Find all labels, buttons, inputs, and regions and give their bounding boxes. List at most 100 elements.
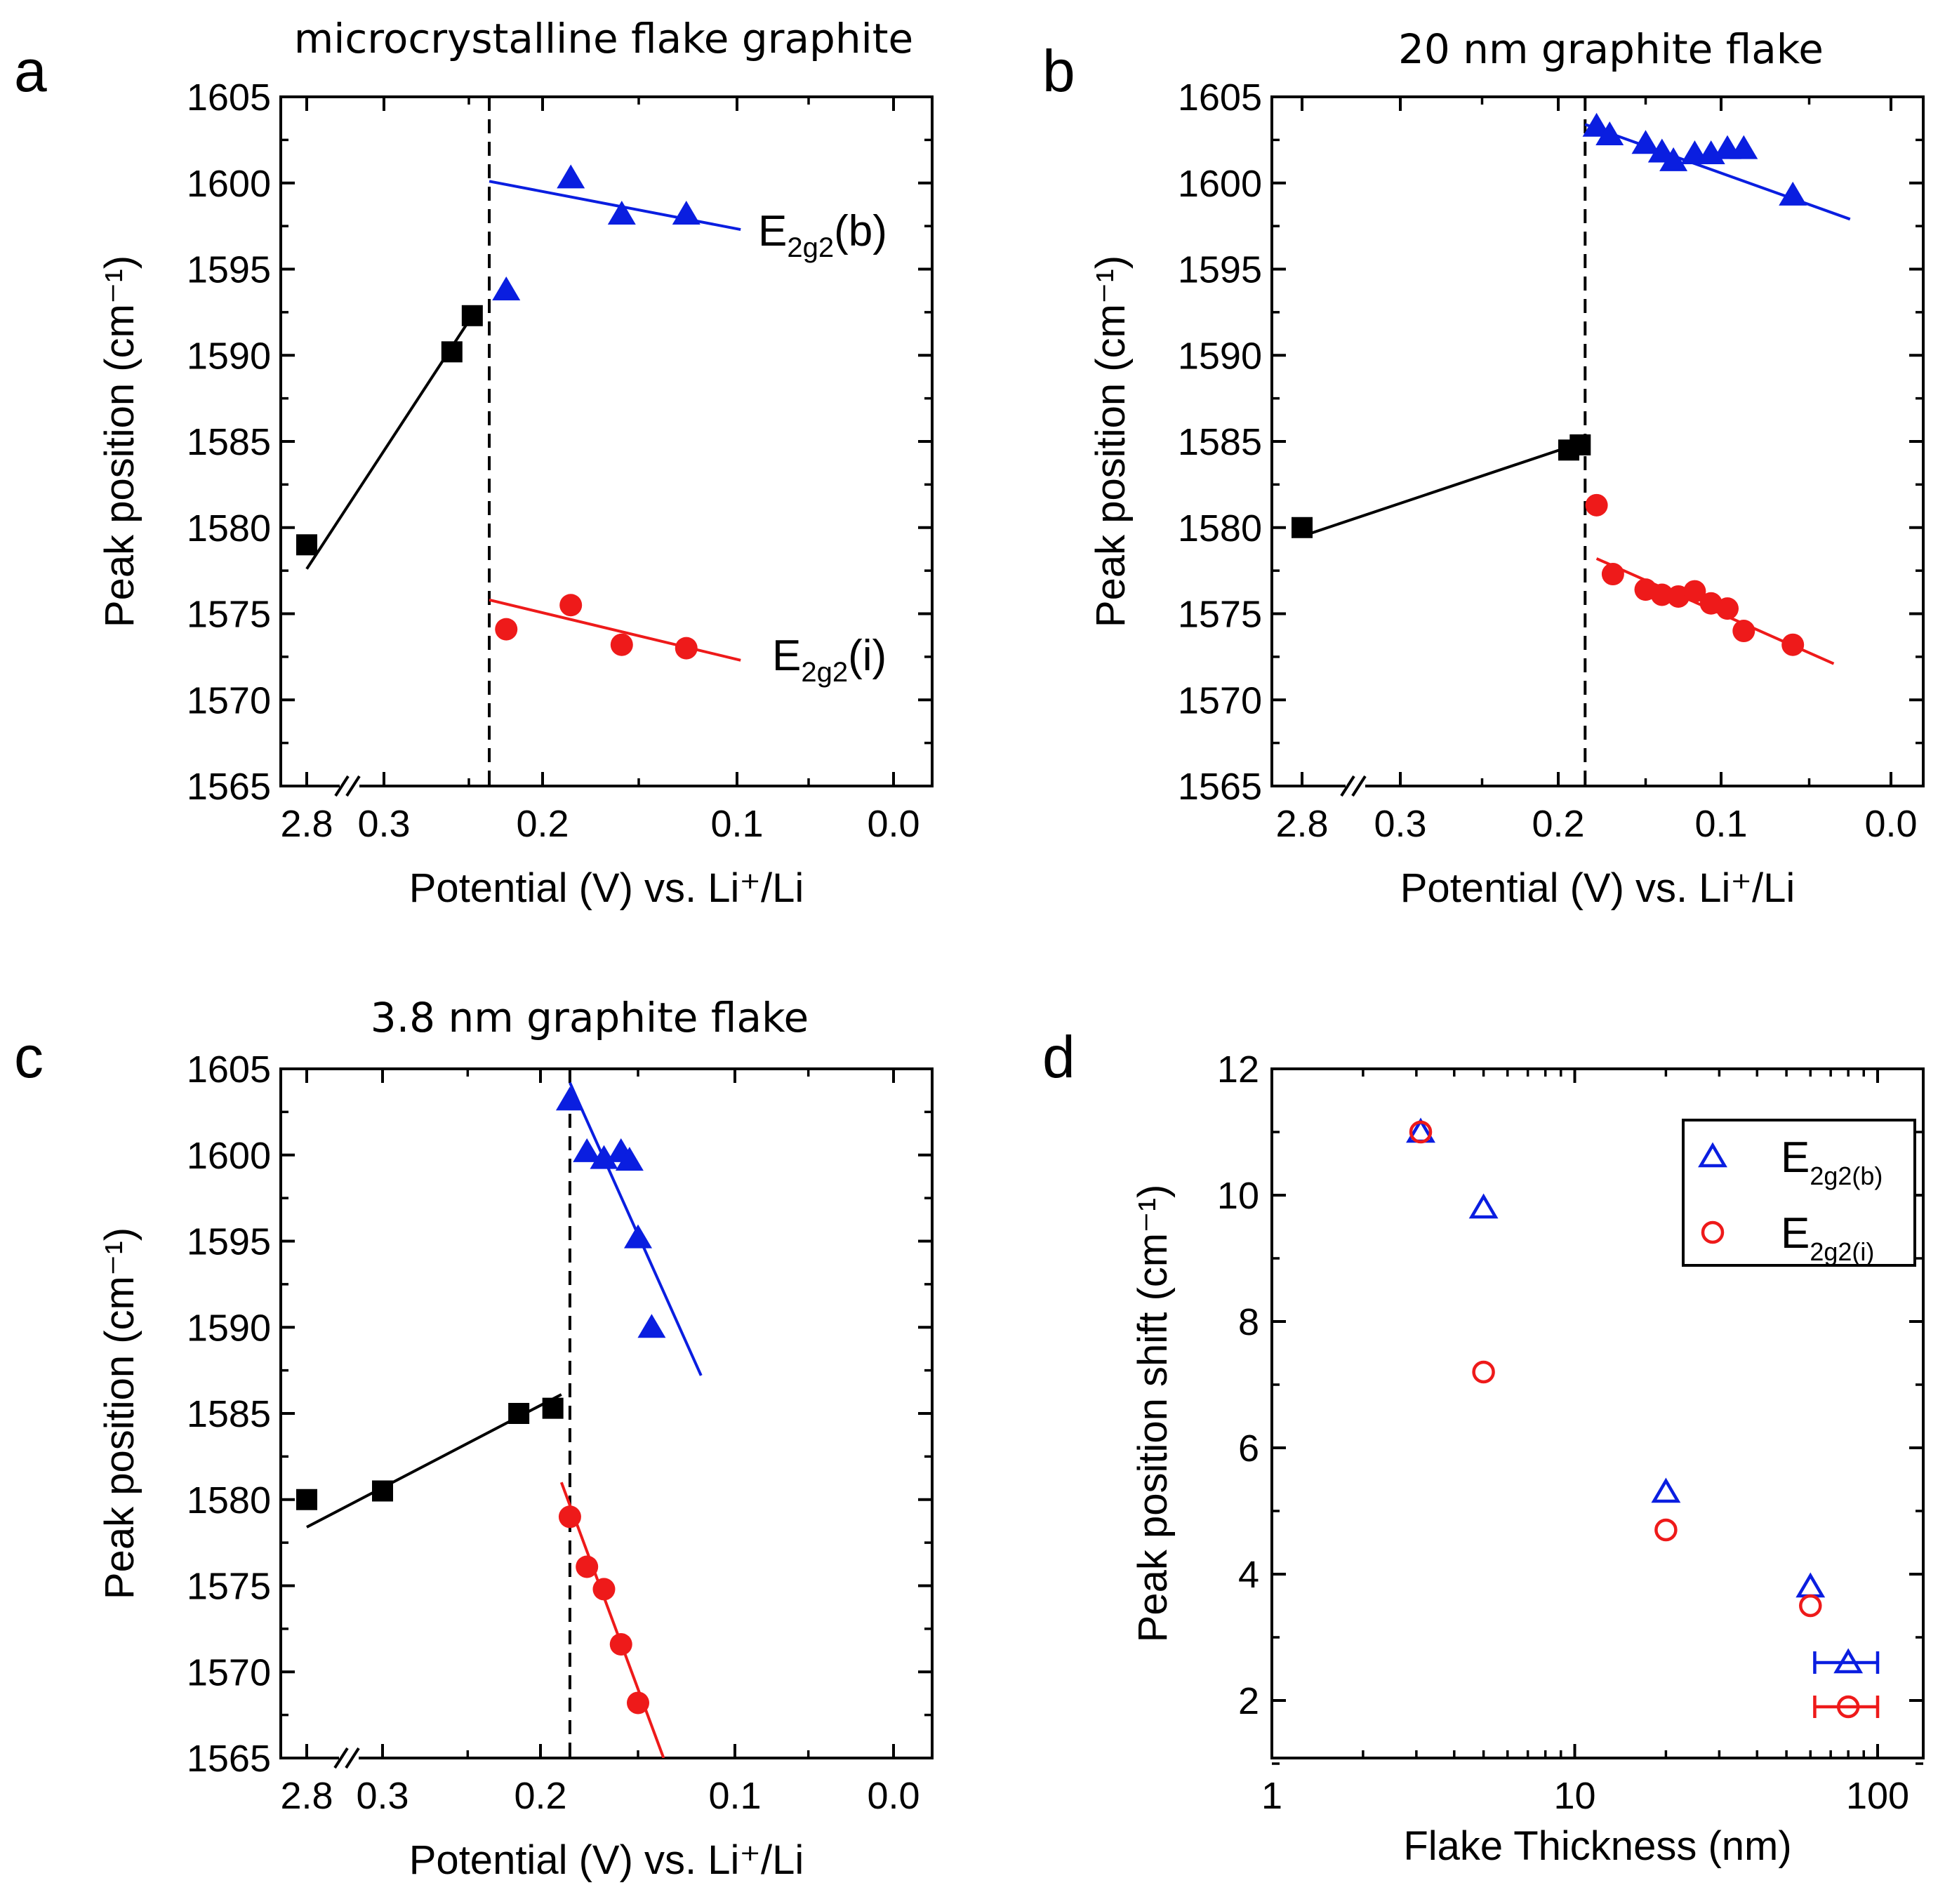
y-tick-label: 1600 xyxy=(187,163,271,205)
legend-box xyxy=(1682,1119,1916,1267)
y-tick-label: 1575 xyxy=(187,1566,271,1608)
y-axis-label: Peak position shift (cm⁻¹) xyxy=(1130,1185,1176,1643)
data-point xyxy=(672,200,701,225)
data-point xyxy=(1716,597,1739,620)
series-annotation: E2g2(i) xyxy=(772,632,887,688)
x-tick-label: 0.2 xyxy=(514,1775,566,1817)
chart-title: microcrystalline flake graphite xyxy=(294,15,913,62)
panel-b-letter: b xyxy=(1042,38,1075,104)
data-point xyxy=(1468,1193,1499,1219)
x-tick-label: 0.0 xyxy=(867,803,920,845)
data-point xyxy=(1292,517,1313,538)
y-tick-label: 4 xyxy=(1238,1554,1259,1596)
axis-break-slash xyxy=(334,775,350,797)
axis-break-slash xyxy=(345,775,361,797)
data-point xyxy=(1659,147,1688,171)
axis-break xyxy=(334,775,361,797)
x-tick-label: 2.8 xyxy=(280,1775,333,1817)
x-axis-label: Flake Thickness (nm) xyxy=(1403,1823,1791,1869)
data-point xyxy=(558,1505,581,1529)
data-point xyxy=(607,200,636,225)
y-tick-label: 8 xyxy=(1238,1301,1259,1343)
panel-b: b 20 nm graphite flake 1565 1570 1575 1580 158… xyxy=(1042,25,1925,911)
data-point xyxy=(441,341,463,363)
y-tick-label: 1605 xyxy=(187,1048,271,1091)
data-point xyxy=(492,276,521,300)
series-pre-intercalation xyxy=(296,1393,564,1529)
x-tick-label: 0.2 xyxy=(1532,803,1584,845)
annotation-suffix: (b) xyxy=(834,207,887,255)
x-axis-label: Potential (V) vs. Li⁺/Li xyxy=(409,1837,804,1883)
y-tick-label: 1575 xyxy=(1178,594,1262,636)
chart-title: 3.8 nm graphite flake xyxy=(371,994,809,1041)
data-point xyxy=(615,1147,644,1171)
series-pre-intercalation xyxy=(1292,434,1591,538)
y-tick-label: 1590 xyxy=(187,335,271,377)
y-tick-label: 1580 xyxy=(187,507,271,550)
data-point xyxy=(559,594,583,617)
x-tick-label: 0.2 xyxy=(516,803,569,845)
data-point xyxy=(495,618,518,641)
x-tick-label: 1 xyxy=(1261,1775,1282,1817)
legend-label-sub: 2g2(i) xyxy=(1810,1237,1874,1266)
y-axis: 2 4 6 8 10 12 xyxy=(1217,1048,1923,1765)
legend-label: E2g2(i) xyxy=(1781,1209,1874,1266)
y-tick-label: 10 xyxy=(1217,1175,1259,1217)
y-axis-label: Peak position (cm⁻¹) xyxy=(1088,255,1134,627)
y-tick-label: 1575 xyxy=(187,594,271,636)
annotation-main: E xyxy=(758,207,787,255)
fit-line xyxy=(489,180,741,231)
data-point xyxy=(610,633,633,656)
data-point xyxy=(1569,434,1591,455)
axis-break-slash xyxy=(1351,775,1367,797)
data-point xyxy=(542,1397,564,1419)
y-axis: 1565 1570 1575 1580 1585 1590 1595 1600 1605 xyxy=(1178,76,1923,808)
data-point xyxy=(461,305,483,326)
data-point xyxy=(1732,620,1755,643)
data-point xyxy=(637,1314,666,1338)
data-point xyxy=(609,1632,632,1656)
y-tick-label: 1585 xyxy=(187,421,271,463)
data-point xyxy=(592,1578,616,1601)
y-tick-label: 1605 xyxy=(1178,76,1262,119)
series-annotation: E2g2(b) xyxy=(758,207,887,263)
x-tick-label: 10 xyxy=(1553,1775,1595,1817)
y-axis: 1565 1570 1575 1580 1585 1590 1595 1600 1605 xyxy=(187,1048,932,1780)
fit-line xyxy=(489,598,741,662)
data-layer xyxy=(1292,112,1851,665)
annotation-sub: 2g2 xyxy=(801,657,848,688)
panel-c-letter: c xyxy=(14,1024,44,1090)
y-tick-label: 1590 xyxy=(187,1307,271,1349)
annotation-main: E xyxy=(772,632,801,680)
y-tick-label: 1565 xyxy=(187,766,271,808)
data-point xyxy=(1654,1518,1678,1542)
series-pre-intercalation xyxy=(296,305,483,570)
data-point xyxy=(296,1489,317,1510)
panel-c: c3.8 nm graphite flake156515701575158015… xyxy=(14,994,934,1883)
y-tick-label: 1570 xyxy=(1178,679,1262,721)
legend-label: E2g2(b) xyxy=(1781,1133,1883,1190)
data-point xyxy=(1799,1594,1822,1618)
y-tick-label: 1570 xyxy=(187,679,271,721)
x-axis: 2.8 0.3 0.2 0.1 0.0 xyxy=(1275,97,1918,845)
data-point xyxy=(1730,135,1758,159)
y-tick-label: 1600 xyxy=(187,1135,271,1177)
y-tick-label: 1600 xyxy=(1178,163,1262,205)
data-point xyxy=(675,637,698,660)
y-tick-label: 6 xyxy=(1238,1427,1259,1470)
y-tick-label: 1570 xyxy=(187,1651,271,1693)
y-tick-label: 12 xyxy=(1217,1048,1259,1091)
data-point xyxy=(508,1403,530,1424)
data-point xyxy=(372,1480,393,1502)
x-tick-label: 0.0 xyxy=(867,1775,920,1817)
series-E2g2(i) xyxy=(1409,1120,1880,1719)
y-tick-label: 1605 xyxy=(187,76,271,119)
axis-break-slash xyxy=(1340,775,1355,797)
y-tick-label: 1565 xyxy=(187,1738,271,1780)
legend-marker xyxy=(1698,1142,1727,1168)
panels: a microcrystalline flake graphite 1565 1570… xyxy=(14,15,1925,1883)
data-point xyxy=(1409,1120,1433,1144)
x-tick-label: 0.1 xyxy=(708,1775,761,1817)
